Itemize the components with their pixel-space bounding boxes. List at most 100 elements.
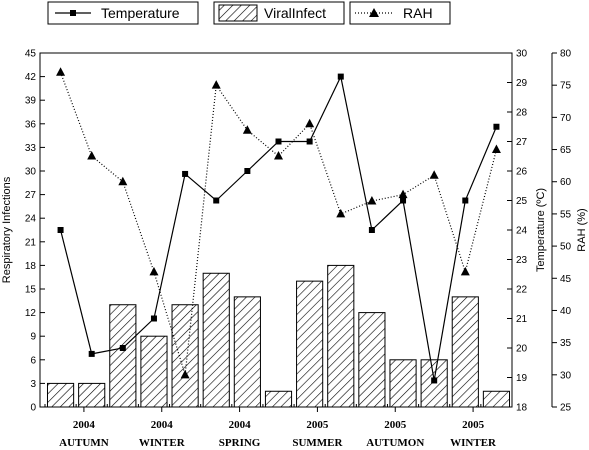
viralinfect-bars <box>46 264 511 408</box>
viralinfect-bar <box>296 280 324 408</box>
season-labels: 2004 AUTUMN 2004 WINTER 2004 SPRING 2005 SUMMER… <box>59 407 497 449</box>
bottom-axis <box>44 404 513 407</box>
rah-point <box>336 208 346 218</box>
left-tick-label: 42 <box>25 72 37 83</box>
rah-point <box>274 150 283 160</box>
legend-marker-rah <box>369 8 379 17</box>
left-tick-label: 18 <box>25 261 37 272</box>
viralinfect-bar <box>327 264 355 408</box>
rah-point <box>56 67 66 76</box>
left-tick-label: 24 <box>25 214 37 225</box>
right-outer-tick-label: 55 <box>560 209 572 220</box>
right-inner-axis: 18 19 20 21 22 23 24 25 26 27 28 29 30 <box>507 49 528 414</box>
right-outer-tick-label: 50 <box>560 242 572 253</box>
rah-point <box>367 196 377 205</box>
legend-marker-temperature <box>70 10 76 16</box>
temperature-point <box>244 168 251 174</box>
season-year-label: 2005 <box>306 419 329 431</box>
viralinfect-bar <box>78 382 106 408</box>
viralinfect-bar <box>233 296 261 408</box>
left-tick-label: 45 <box>25 49 37 60</box>
right-outer-axis-title: RAH (%) <box>576 208 588 251</box>
right-inner-tick-label: 19 <box>516 373 528 384</box>
legend-label-temperature: Temperature <box>101 5 180 21</box>
season-year-label: 2004 <box>151 419 174 431</box>
left-tick-label: 9 <box>30 332 36 343</box>
viralinfect-bar <box>264 390 293 408</box>
season-year-label: 2005 <box>384 419 407 431</box>
temperature-point <box>306 138 313 145</box>
viralinfect-bar <box>171 304 199 408</box>
left-tick-label: 15 <box>25 285 37 296</box>
left-tick-label: 30 <box>25 167 37 178</box>
right-inner-tick-label: 21 <box>516 314 528 325</box>
right-inner-tick-label: 27 <box>516 137 528 148</box>
rah-point <box>305 118 315 128</box>
season-name-label: WINTER <box>139 437 186 449</box>
temperature-point <box>182 170 189 177</box>
legend-box-rah <box>349 1 451 25</box>
rah-point <box>180 369 190 379</box>
viralinfect-bar <box>46 382 75 408</box>
right-outer-tick-label: 70 <box>560 113 572 124</box>
right-inner-tick-label: 26 <box>516 167 528 178</box>
right-inner-tick-label: 30 <box>516 49 528 60</box>
rah-point <box>460 266 470 276</box>
legend-swatch-viralinfect <box>218 4 258 22</box>
right-outer-tick-label: 60 <box>560 177 572 188</box>
right-outer-tick-label: 45 <box>560 274 572 285</box>
temperature-point <box>275 138 282 145</box>
season-name-label: AUTUMON <box>366 437 424 449</box>
temperature-point <box>431 377 438 384</box>
right-inner-tick-label: 18 <box>516 403 528 414</box>
left-tick-label: 21 <box>25 237 37 248</box>
temperature-point <box>150 315 157 322</box>
season-name-label: WINTER <box>450 437 497 449</box>
season-name-label: SUMMER <box>292 437 343 449</box>
right-outer-tick-label: 80 <box>560 49 572 60</box>
viralinfect-bar <box>451 296 479 408</box>
rah-point <box>491 144 501 154</box>
left-tick-label: 12 <box>25 308 37 319</box>
season-year-label: 2004 <box>229 419 252 431</box>
rah-point <box>87 150 97 160</box>
legend: Temperature ViralInfect RAH <box>47 1 451 25</box>
right-outer-tick-label: 65 <box>560 145 572 156</box>
right-outer-axis: 25 30 35 40 45 50 55 60 65 70 75 80 <box>552 49 572 414</box>
temperature-point <box>368 227 375 233</box>
right-inner-tick-label: 28 <box>516 108 528 119</box>
right-inner-tick-label: 29 <box>516 78 528 89</box>
right-inner-tick-label: 22 <box>516 285 528 296</box>
left-axis-title: Respiratory Infections <box>1 176 13 283</box>
temperature-point <box>462 197 469 204</box>
rah-point <box>429 170 439 179</box>
right-outer-tick-label: 35 <box>560 338 572 349</box>
rah-point <box>118 176 128 186</box>
right-inner-tick-label: 25 <box>516 196 528 207</box>
season-name-label: SPRING <box>219 437 261 449</box>
viralinfect-bar <box>482 390 511 408</box>
left-tick-label: 39 <box>25 96 37 107</box>
temperature-point <box>493 123 500 130</box>
viralinfect-bar <box>202 272 230 408</box>
rah-point <box>149 266 159 276</box>
left-tick-label: 36 <box>25 119 37 130</box>
season-name-label: AUTUMN <box>59 437 109 449</box>
left-tick-label: 33 <box>25 143 37 154</box>
left-tick-label: 0 <box>30 403 36 414</box>
right-outer-tick-label: 25 <box>560 403 572 414</box>
season-year-label: 2004 <box>73 419 96 431</box>
right-inner-axis-title: Temperature (ºC) <box>535 188 547 272</box>
rah-series <box>56 67 501 379</box>
left-tick-label: 6 <box>30 355 36 366</box>
right-outer-tick-label: 40 <box>560 306 572 317</box>
legend-label-rah: RAH <box>403 5 433 21</box>
temperature-point <box>119 345 126 351</box>
temperature-point <box>88 350 95 357</box>
viralinfect-bar <box>140 335 168 408</box>
rah-point <box>242 125 252 134</box>
temperature-point <box>213 197 220 204</box>
season-year-label: 2005 <box>462 419 485 431</box>
